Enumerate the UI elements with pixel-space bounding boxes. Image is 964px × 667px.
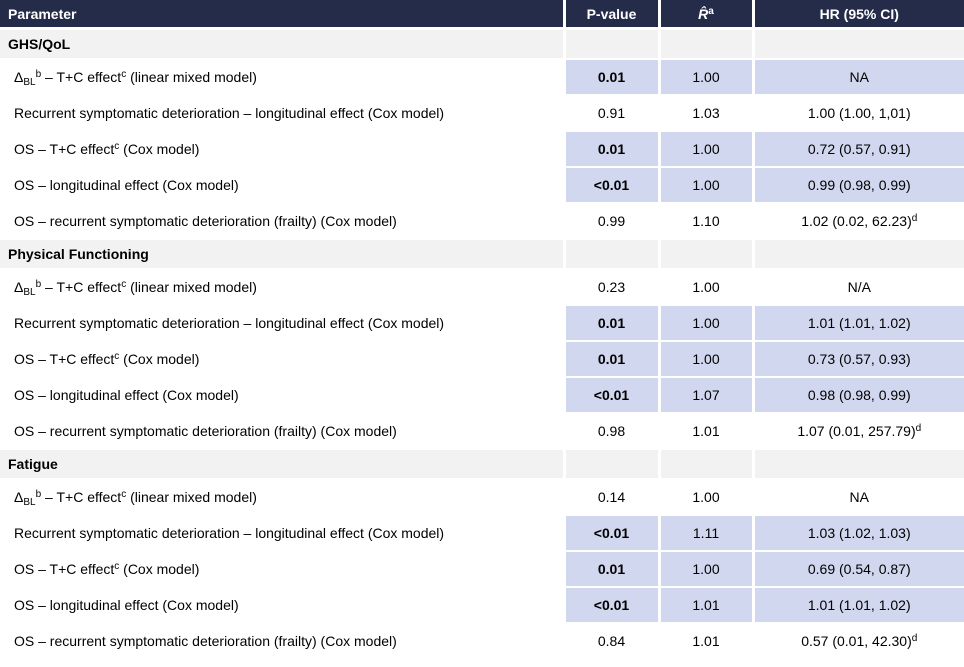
rhat-cell: 1.07: [657, 377, 753, 414]
table-row: OS – recurrent symptomatic deterioration…: [0, 413, 964, 450]
parameter-cell: ΔBLb – T+C effectc (linear mixed model): [0, 59, 564, 96]
table-row: ΔBLb – T+C effectc (linear mixed model) 0…: [0, 59, 964, 96]
column-header-rhat: R̂a: [657, 0, 753, 30]
hr-ci-cell: 1.00 (1.00, 1,01): [751, 95, 964, 132]
section-title: GHS/QoL: [0, 28, 564, 60]
rhat-cell: 1.01: [657, 413, 753, 450]
parameter-cell: ΔBLb – T+C effectc (linear mixed model): [0, 269, 564, 306]
rhat-cell: 1.10: [657, 203, 753, 240]
p-value-cell: <0.01: [562, 167, 659, 204]
hr-ci-cell: N/A: [751, 269, 964, 306]
hr-ci-cell: 1.01 (1.01, 1.02): [751, 305, 964, 342]
hr-ci-cell: 0.57 (0.01, 42.30)d: [751, 623, 964, 660]
table-row: OS – longitudinal effect (Cox model) <0.0…: [0, 377, 964, 414]
section-empty-cell: [751, 449, 964, 480]
section-empty-cell: [751, 28, 964, 60]
section-header-row: Physical Functioning: [0, 239, 964, 270]
table-row: OS – recurrent symptomatic deterioration…: [0, 623, 964, 660]
section-title: Fatigue: [0, 449, 564, 480]
hr-ci-cell: NA: [751, 59, 964, 96]
rhat-cell: 1.00: [657, 551, 753, 588]
parameter-cell: Recurrent symptomatic deterioration – lo…: [0, 305, 564, 342]
column-header-parameter: Parameter: [0, 0, 564, 30]
rhat-cell: 1.01: [657, 587, 753, 624]
p-value-cell: <0.01: [562, 587, 659, 624]
rhat-cell: 1.00: [657, 479, 753, 516]
table-row: OS – longitudinal effect (Cox model) <0.0…: [0, 587, 964, 624]
table-header-row: Parameter P-value R̂a HR (95% CI): [0, 0, 964, 30]
parameter-cell: OS – longitudinal effect (Cox model): [0, 587, 564, 624]
hr-ci-cell: 1.03 (1.02, 1.03): [751, 515, 964, 552]
rhat-cell: 1.00: [657, 305, 753, 342]
parameter-cell: OS – longitudinal effect (Cox model): [0, 377, 564, 414]
section-header-row: GHS/QoL: [0, 28, 964, 60]
table-row: ΔBLb – T+C effectc (linear mixed model) 0…: [0, 269, 964, 306]
parameter-cell: Recurrent symptomatic deterioration – lo…: [0, 95, 564, 132]
parameter-cell: OS – recurrent symptomatic deterioration…: [0, 203, 564, 240]
table-row: OS – T+C effectc (Cox model) 0.01 1.00 0.69…: [0, 551, 964, 588]
section-empty-cell: [562, 28, 659, 60]
rhat-cell: 1.00: [657, 269, 753, 306]
parameter-cell: Recurrent symptomatic deterioration – lo…: [0, 515, 564, 552]
p-value-cell: 0.99: [562, 203, 659, 240]
p-value-cell: <0.01: [562, 515, 659, 552]
rhat-cell: 1.01: [657, 623, 753, 660]
section-empty-cell: [657, 449, 753, 480]
section-empty-cell: [657, 28, 753, 60]
section-empty-cell: [751, 239, 964, 270]
hr-ci-cell: 1.02 (0.02, 62.23)d: [751, 203, 964, 240]
column-header-p-value: P-value: [562, 0, 659, 30]
p-value-cell: 0.98: [562, 413, 659, 450]
hr-ci-cell: 0.72 (0.57, 0.91): [751, 131, 964, 168]
parameter-cell: OS – longitudinal effect (Cox model): [0, 167, 564, 204]
table-row: Recurrent symptomatic deterioration – lo…: [0, 515, 964, 552]
parameter-cell: OS – recurrent symptomatic deterioration…: [0, 623, 564, 660]
p-value-cell: 0.23: [562, 269, 659, 306]
p-value-cell: 0.01: [562, 59, 659, 96]
rhat-cell: 1.11: [657, 515, 753, 552]
rhat-cell: 1.00: [657, 59, 753, 96]
hr-ci-cell: 0.69 (0.54, 0.87): [751, 551, 964, 588]
hr-ci-cell: 0.99 (0.98, 0.99): [751, 167, 964, 204]
p-value-cell: 0.01: [562, 131, 659, 168]
section-empty-cell: [562, 239, 659, 270]
table-row: OS – longitudinal effect (Cox model) <0.0…: [0, 167, 964, 204]
table-row: OS – T+C effectc (Cox model) 0.01 1.00 0.72…: [0, 131, 964, 168]
hr-ci-cell: 1.07 (0.01, 257.79)d: [751, 413, 964, 450]
p-value-cell: 0.84: [562, 623, 659, 660]
p-value-cell: 0.01: [562, 551, 659, 588]
rhat-cell: 1.00: [657, 131, 753, 168]
parameter-cell: OS – recurrent symptomatic deterioration…: [0, 413, 564, 450]
hr-ci-cell: 1.01 (1.01, 1.02): [751, 587, 964, 624]
rhat-cell: 1.03: [657, 95, 753, 132]
rhat-cell: 1.00: [657, 341, 753, 378]
p-value-cell: <0.01: [562, 377, 659, 414]
parameter-cell: ΔBLb – T+C effectc (linear mixed model): [0, 479, 564, 516]
column-header-hr-ci: HR (95% CI): [751, 0, 964, 30]
p-value-cell: 0.14: [562, 479, 659, 516]
rhat-cell: 1.00: [657, 167, 753, 204]
hr-ci-cell: NA: [751, 479, 964, 516]
table-row: OS – recurrent symptomatic deterioration…: [0, 203, 964, 240]
table-row: ΔBLb – T+C effectc (linear mixed model) 0…: [0, 479, 964, 516]
section-empty-cell: [562, 449, 659, 480]
parameter-cell: OS – T+C effectc (Cox model): [0, 341, 564, 378]
p-value-cell: 0.91: [562, 95, 659, 132]
section-empty-cell: [657, 239, 753, 270]
parameter-cell: OS – T+C effectc (Cox model): [0, 131, 564, 168]
table-row: Recurrent symptomatic deterioration – lo…: [0, 95, 964, 132]
section-title: Physical Functioning: [0, 239, 564, 270]
table-row: OS – T+C effectc (Cox model) 0.01 1.00 0.73…: [0, 341, 964, 378]
section-header-row: Fatigue: [0, 449, 964, 480]
p-value-cell: 0.01: [562, 341, 659, 378]
parameter-cell: OS – T+C effectc (Cox model): [0, 551, 564, 588]
p-value-cell: 0.01: [562, 305, 659, 342]
hr-ci-cell: 0.98 (0.98, 0.99): [751, 377, 964, 414]
hr-ci-cell: 0.73 (0.57, 0.93): [751, 341, 964, 378]
table-row: Recurrent symptomatic deterioration – lo…: [0, 305, 964, 342]
